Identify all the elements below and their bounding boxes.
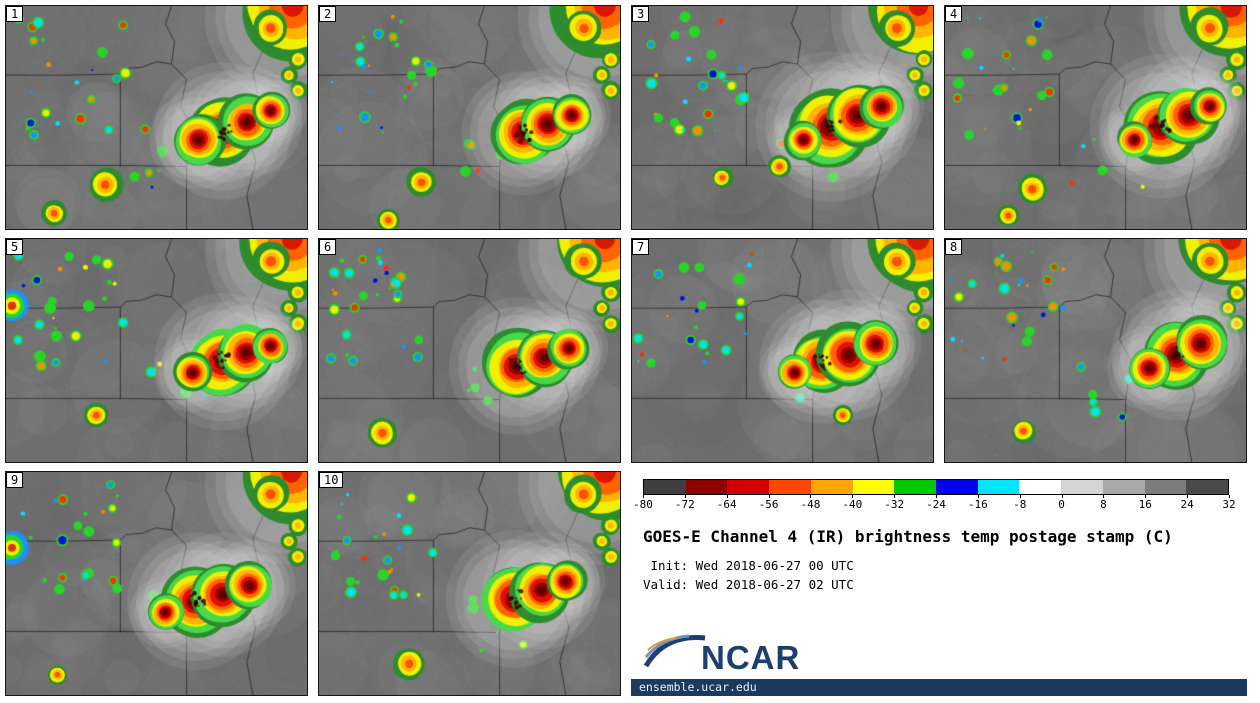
colorbar-tick-mark	[852, 495, 854, 498]
colorbar-tick-label: 32	[1222, 498, 1236, 511]
colorbar-tick-label: -40	[842, 498, 863, 511]
colorbar-segment	[727, 480, 770, 494]
colorbar-segment	[852, 480, 895, 494]
colorbar-tick-label: -64	[716, 498, 737, 511]
colorbar-tick-label: -24	[926, 498, 946, 511]
panel-6-number: 6	[319, 239, 337, 255]
panel-5: 5	[5, 238, 308, 463]
panel-6-image	[319, 239, 620, 462]
panel-1-number: 1	[6, 6, 24, 22]
colorbar-tick-mark	[768, 495, 770, 498]
panel-8-number: 8	[945, 239, 963, 255]
panel-9-number: 9	[6, 472, 24, 488]
panel-2: 2	[318, 5, 621, 230]
colorbar-tick-label: 16	[1138, 498, 1152, 511]
colorbar-tick-mark	[1187, 495, 1189, 498]
colorbar-segment	[1061, 480, 1103, 494]
time-info: Init: Wed 2018-06-27 00 UTC Valid: Wed 2…	[643, 556, 1237, 595]
colorbar-tick-mark	[684, 495, 686, 498]
colorbar-tick-label: -72	[674, 498, 695, 511]
colorbar-tick-mark	[1019, 495, 1021, 498]
colorbar-tick-mark	[1103, 495, 1105, 498]
ncar-logo: NCAR	[643, 628, 800, 674]
ncar-swoosh-icon	[643, 628, 707, 674]
colorbar-segment	[1186, 480, 1229, 494]
colorbar-tick-label: -56	[758, 498, 779, 511]
colorbar-tick-label: -8	[1013, 498, 1027, 511]
panel-7-number: 7	[632, 239, 650, 255]
panel-10-image	[319, 472, 620, 695]
colorbar-segment	[977, 480, 1020, 494]
panel-3-number: 3	[632, 6, 650, 22]
figure-title: GOES-E Channel 4 (IR) brightness temp po…	[643, 527, 1173, 546]
colorbar-tick-mark	[810, 495, 812, 498]
ncar-wordmark: NCAR	[701, 639, 801, 676]
temperature-colorbar	[643, 479, 1229, 495]
panel-8-image	[945, 239, 1246, 462]
colorbar-tick-mark	[1229, 495, 1230, 498]
colorbar-segment	[1144, 480, 1187, 494]
panel-2-number: 2	[319, 6, 337, 22]
colorbar-tick-mark	[643, 495, 644, 498]
colorbar-tick-label: -80	[633, 498, 653, 511]
panel-4-image	[945, 6, 1246, 229]
colorbar-segment	[936, 480, 978, 494]
panel-7: 7	[631, 238, 934, 463]
panel-10-number: 10	[319, 472, 344, 488]
colorbar-tick-label: -16	[967, 498, 988, 511]
valid-time: Valid: Wed 2018-06-27 02 UTC	[643, 577, 854, 593]
panel-9-image	[6, 472, 307, 695]
site-url-bar: ensemble.ucar.edu	[631, 679, 1247, 696]
panel-3: 3	[631, 5, 934, 230]
legend-info-block: -80 -72 -64 -56 -48 -40 -32 -24 -16 -8 0 8 16 24 32 GO…	[631, 471, 1247, 696]
colorbar-tick-mark	[1061, 495, 1063, 498]
colorbar-tick-mark	[894, 495, 896, 498]
colorbar-tick-mark	[726, 495, 728, 498]
panel-10: 10	[318, 471, 621, 696]
colorbar-tick-mark	[1145, 495, 1147, 498]
panel-2-image	[319, 6, 620, 229]
panel-4: 4	[944, 5, 1247, 230]
panel-3-image	[632, 6, 933, 229]
colorbar-segment	[644, 480, 686, 494]
colorbar-segment	[810, 480, 853, 494]
colorbar-tick-labels: -80 -72 -64 -56 -48 -40 -32 -24 -16 -8 0 8 16 24 32	[633, 495, 1236, 513]
colorbar-segment	[685, 480, 728, 494]
colorbar-tick-label: -48	[800, 498, 821, 511]
colorbar-tick-mark	[977, 495, 979, 498]
panel-9: 9	[5, 471, 308, 696]
panel-8: 8	[944, 238, 1247, 463]
panel-5-image	[6, 239, 307, 462]
colorbar-tick-mark	[936, 495, 937, 498]
colorbar-segment	[769, 480, 811, 494]
colorbar-tick-label: 0	[1058, 498, 1065, 511]
panel-1-image	[6, 6, 307, 229]
panel-7-image	[632, 239, 933, 462]
panel-4-number: 4	[945, 6, 963, 22]
init-time: Init: Wed 2018-06-27 00 UTC	[643, 558, 854, 573]
colorbar-tick-label: -32	[884, 498, 905, 511]
panel-6: 6	[318, 238, 621, 463]
colorbar-segment	[1019, 480, 1062, 494]
colorbar-segment	[1102, 480, 1145, 494]
colorbar-tick-label: 8	[1100, 498, 1107, 511]
panel-1: 1	[5, 5, 308, 230]
panel-5-number: 5	[6, 239, 24, 255]
colorbar-tick-label: 24	[1180, 498, 1194, 511]
colorbar-segment	[894, 480, 937, 494]
